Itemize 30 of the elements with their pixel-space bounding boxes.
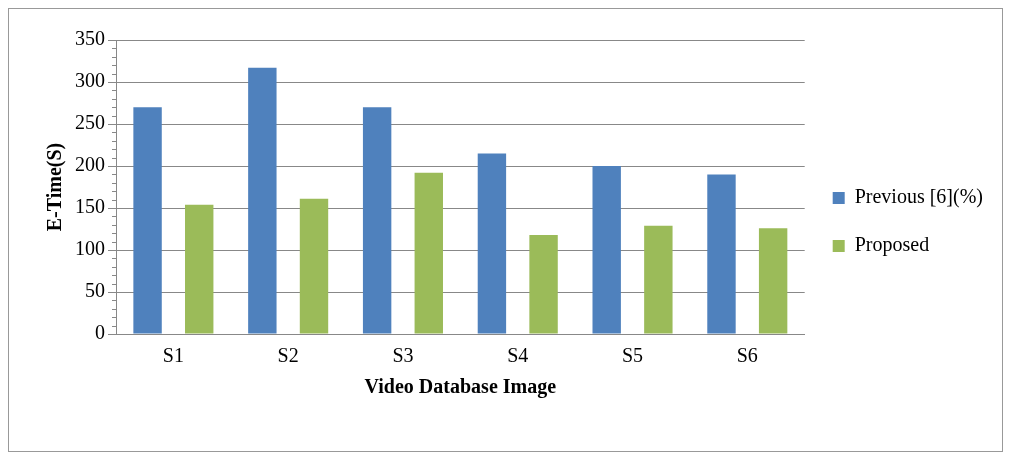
y-tick-label: 250 — [75, 111, 105, 134]
x-tick-label: S4 — [507, 344, 529, 367]
bar — [707, 174, 736, 334]
bar — [414, 172, 443, 334]
y-tick-label: 50 — [85, 279, 105, 302]
x-axis-title: Video Database Image — [364, 375, 557, 399]
y-tick-label: 150 — [75, 195, 105, 218]
y-tick-label: 350 — [75, 27, 105, 50]
y-axis-title: E-Time(S) — [43, 142, 67, 232]
bar — [592, 166, 621, 334]
bar — [299, 198, 329, 334]
x-tick-label: S6 — [736, 344, 758, 367]
y-tick-label: 0 — [95, 321, 105, 344]
x-tick-label: S2 — [277, 344, 299, 367]
y-tick-label: 100 — [75, 237, 105, 260]
bar — [248, 67, 277, 334]
y-tick-label: 200 — [75, 153, 105, 176]
bar — [133, 107, 162, 334]
x-tick-label: S1 — [162, 344, 184, 367]
legend-label: Previous [6](%) — [854, 185, 984, 209]
y-tick-label: 300 — [75, 69, 105, 92]
bar — [185, 204, 214, 334]
x-tick-label: S3 — [392, 344, 414, 367]
bar — [529, 234, 558, 334]
bar — [758, 228, 788, 334]
bar — [362, 107, 392, 334]
legend-label: Proposed — [854, 233, 930, 257]
bar — [644, 225, 673, 334]
bar — [477, 153, 507, 334]
x-tick-label: S5 — [621, 344, 644, 367]
